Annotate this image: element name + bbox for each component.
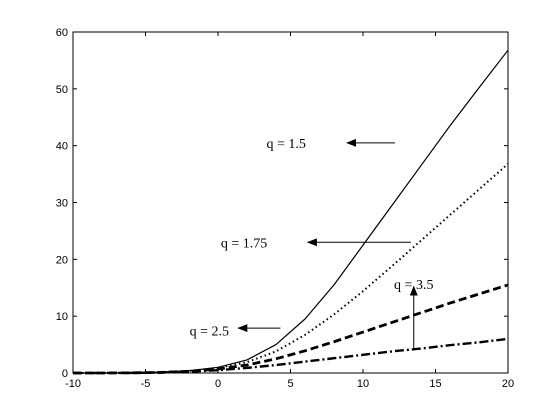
y-axis: 0 10 20 30 40 50 60 (56, 27, 508, 380)
annotations: q = 1.5 q = 1.75 q = 2.5 q = 3.5 (190, 137, 433, 351)
annotation-label: q = 3.5 (394, 278, 433, 293)
y-tick-label: 40 (56, 141, 68, 153)
x-tick-label: 20 (502, 378, 514, 390)
y-tick-label: 30 (56, 198, 68, 210)
x-axis: -10 -5 0 5 10 15 20 (65, 32, 514, 390)
x-tick-label: 10 (357, 378, 369, 390)
x-tick-label: -5 (141, 378, 151, 390)
y-tick-label: 20 (56, 254, 68, 266)
y-tick-label: 60 (56, 27, 68, 39)
annotation-label: q = 2.5 (190, 324, 229, 339)
x-tick-label: -10 (65, 378, 81, 390)
annotation-label: q = 1.5 (266, 137, 305, 152)
annotation-label: q = 1.75 (221, 236, 267, 251)
plot-area (72, 31, 509, 374)
x-tick-label: 5 (287, 378, 293, 390)
x-tick-label: 0 (215, 378, 221, 390)
series-line-4 (73, 337, 509, 375)
y-tick-label: 10 (56, 311, 68, 323)
y-tick-label: 50 (56, 84, 68, 96)
series-layer (73, 49, 509, 375)
x-tick-label: 15 (429, 378, 441, 390)
y-tick-label: 0 (62, 368, 68, 380)
